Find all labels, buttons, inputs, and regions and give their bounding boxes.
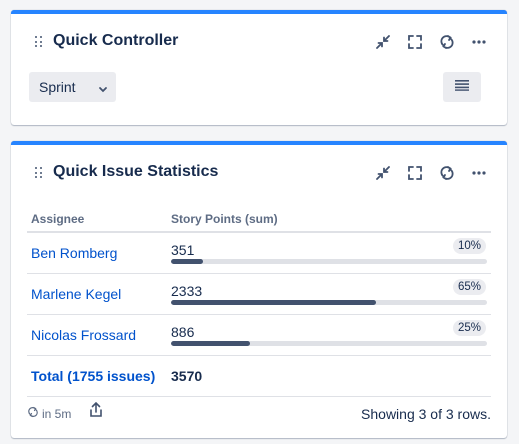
list-view-button[interactable] (443, 72, 481, 102)
progress-bar-fill (171, 300, 377, 305)
total-row: Total (1755 issues) 3570 (27, 355, 491, 397)
percent-badge: 65% (452, 279, 486, 295)
assignee-link[interactable]: Ben Romberg (31, 245, 118, 261)
minimize-icon[interactable] (373, 163, 393, 183)
assignee-link[interactable]: Marlene Kegel (31, 286, 122, 302)
refresh-icon[interactable] (437, 163, 457, 183)
gadget-footer: in 5m Showing 3 of 3 rows. (27, 401, 491, 427)
gadget-title: Quick Controller (53, 32, 179, 49)
statistics-table: Assignee Story Points (sum) Ben Romberg … (27, 207, 491, 397)
sprint-select-value: Sprint (39, 79, 76, 95)
more-icon[interactable] (469, 163, 489, 183)
percent-badge: 10% (452, 238, 486, 254)
auto-refresh-indicator: in 5m (27, 406, 71, 421)
refresh-small-icon (27, 406, 39, 421)
quick-controller-gadget: Quick Controller Sprint (11, 10, 507, 125)
column-header-assignee[interactable]: Assignee (27, 207, 167, 233)
list-icon (455, 78, 469, 96)
total-points-value: 3570 (167, 355, 491, 397)
drag-handle-icon[interactable] (35, 167, 43, 179)
column-header-story-points[interactable]: Story Points (sum) (167, 207, 491, 233)
chevron-down-icon (98, 81, 108, 97)
refresh-icon[interactable] (437, 32, 457, 52)
fullscreen-icon[interactable] (405, 163, 425, 183)
more-icon[interactable] (469, 32, 489, 52)
progress-bar (171, 300, 487, 305)
story-points-value: 886 (171, 324, 195, 340)
progress-bar (171, 341, 487, 346)
percent-badge: 25% (452, 320, 486, 336)
refresh-interval-text: in 5m (42, 406, 72, 421)
progress-bar-fill (171, 341, 250, 346)
table-header-row: Assignee Story Points (sum) (27, 207, 491, 233)
gadget-header: Quick Controller (11, 28, 507, 56)
sprint-select[interactable]: Sprint (29, 72, 116, 102)
table-row: Marlene Kegel 2333 65% (27, 273, 491, 315)
row-count-text: Showing 3 of 3 rows. (361, 406, 491, 422)
total-issues-link[interactable]: Total (1755 issues) (31, 368, 156, 384)
drag-handle-icon[interactable] (35, 36, 43, 48)
minimize-icon[interactable] (373, 32, 393, 52)
fullscreen-icon[interactable] (405, 32, 425, 52)
table-row: Nicolas Frossard 886 25% (27, 314, 491, 356)
gadget-header: Quick Issue Statistics (11, 159, 507, 187)
gadget-title: Quick Issue Statistics (53, 163, 219, 180)
share-icon[interactable] (89, 401, 103, 423)
quick-issue-statistics-gadget: Quick Issue Statistics Assignee Story Po… (11, 141, 507, 438)
progress-bar-fill (171, 259, 203, 264)
story-points-value: 2333 (171, 283, 203, 299)
story-points-value: 351 (171, 242, 195, 258)
assignee-link[interactable]: Nicolas Frossard (31, 327, 137, 343)
progress-bar (171, 259, 487, 264)
table-row: Ben Romberg 351 10% (27, 232, 491, 274)
